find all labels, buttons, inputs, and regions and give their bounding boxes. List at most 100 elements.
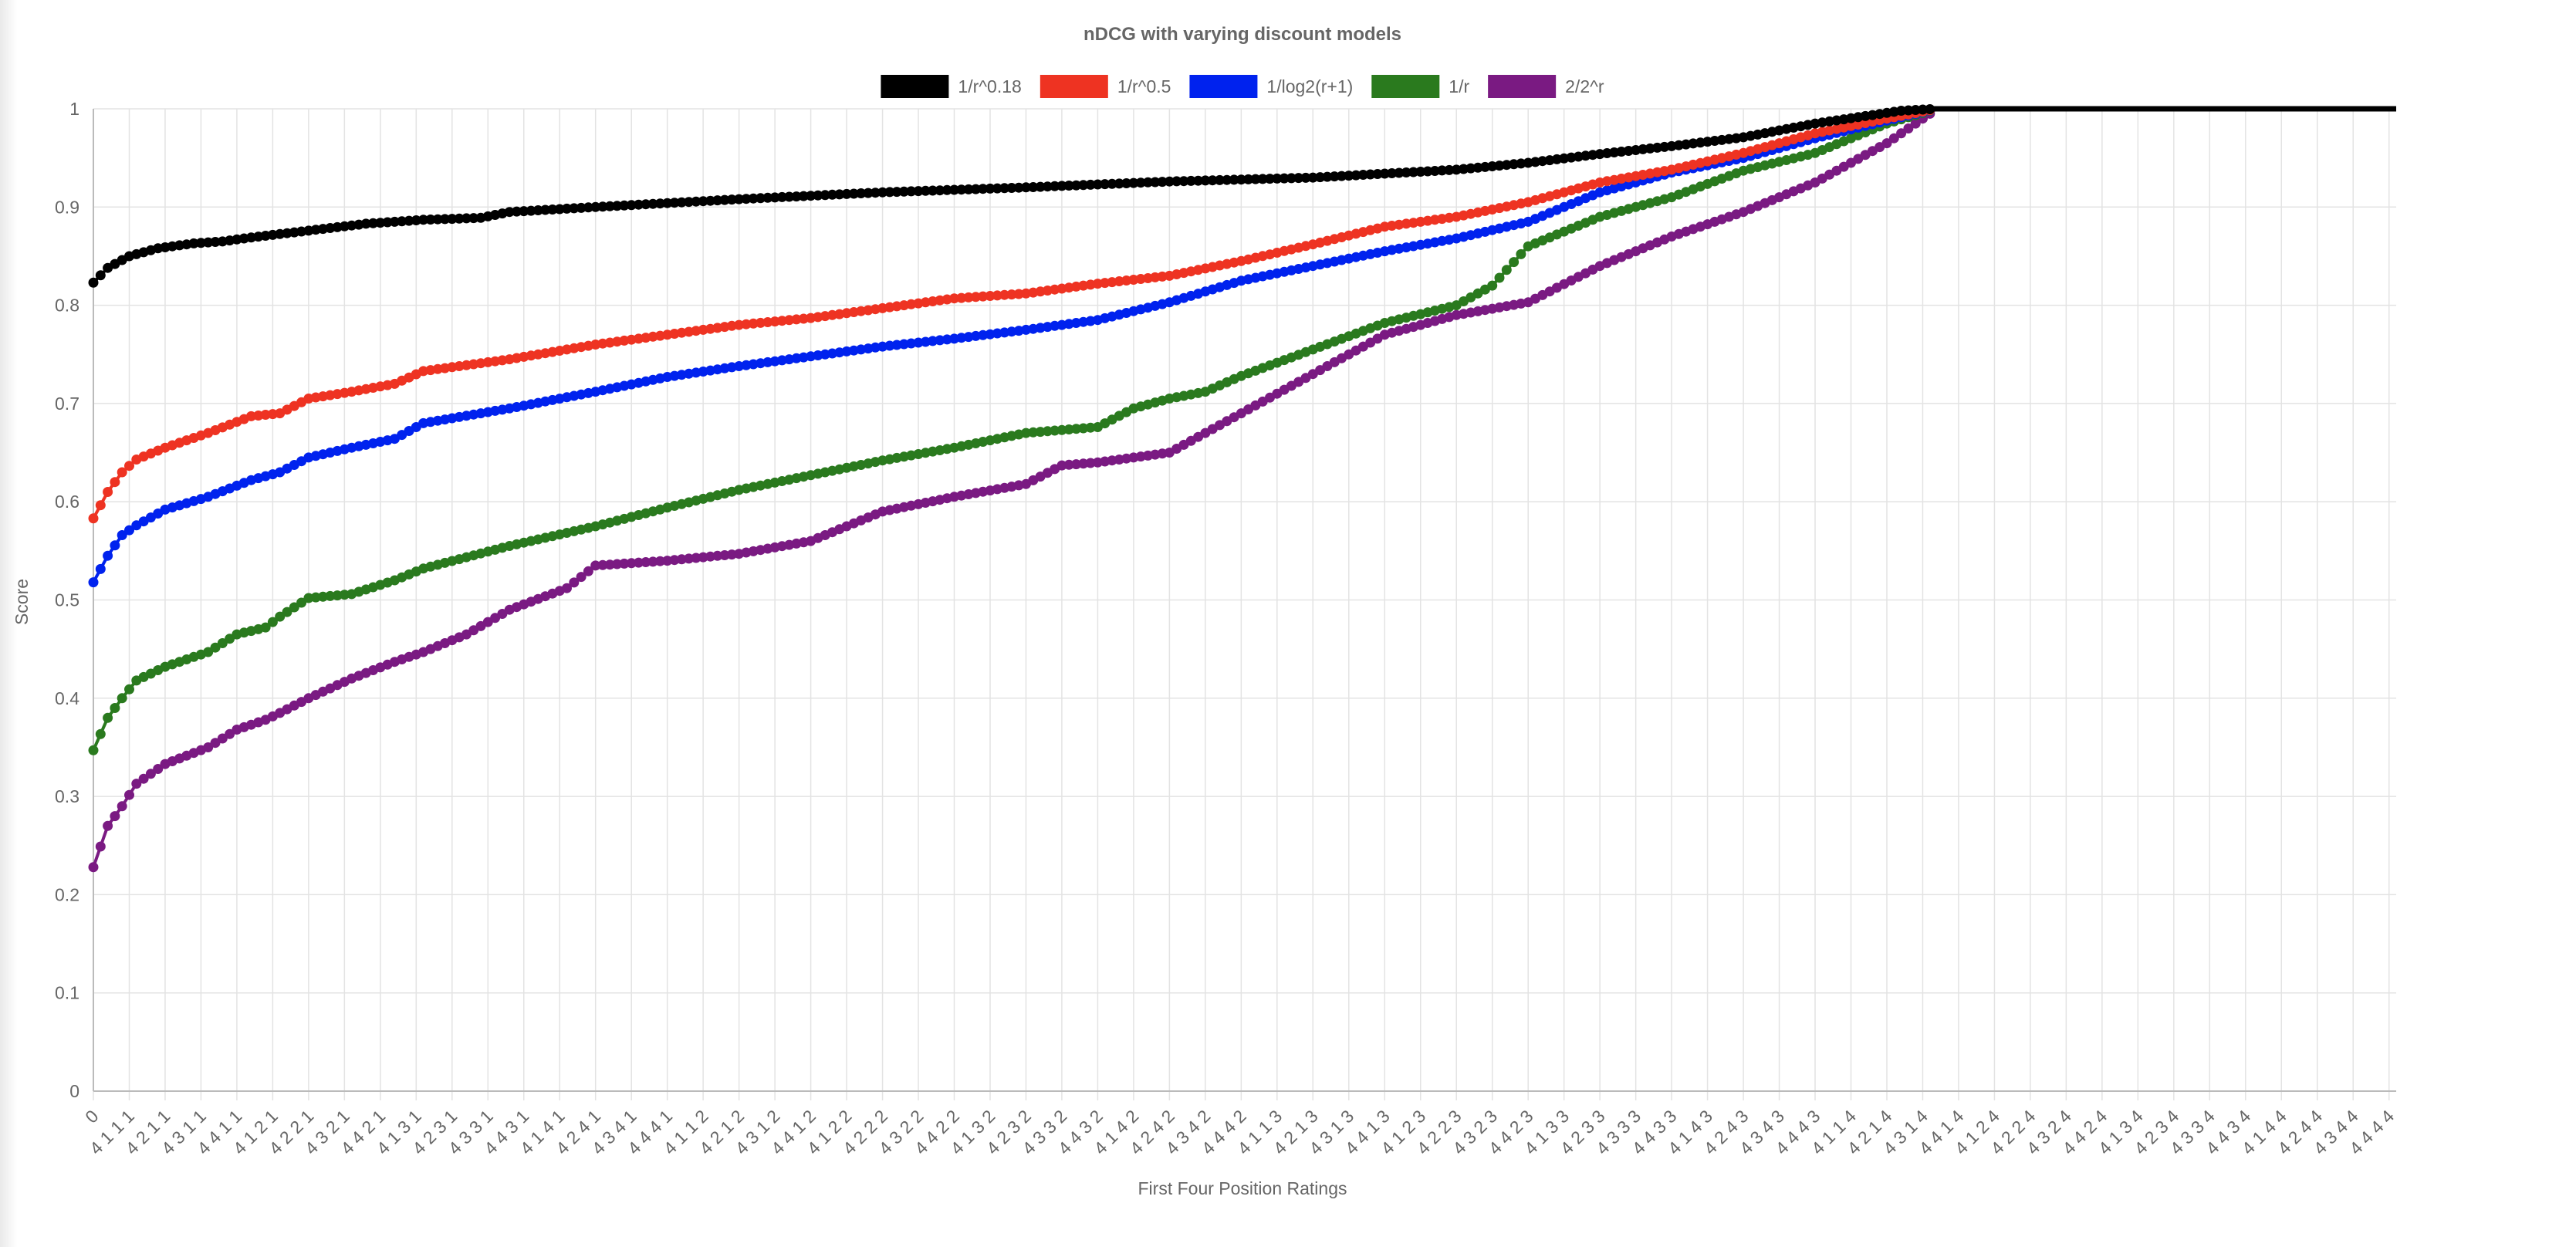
chart-title: nDCG with varying discount models <box>1083 24 1401 45</box>
series-2-2-r <box>88 108 1935 873</box>
data-point <box>217 733 228 744</box>
data-point <box>1379 168 1390 179</box>
data-point <box>963 184 974 194</box>
data-point <box>95 270 106 281</box>
data-point <box>734 194 745 204</box>
data-point <box>468 213 479 224</box>
data-point <box>124 684 134 694</box>
x-axis: 04 1 1 14 2 1 14 3 1 14 4 1 14 1 2 14 2 … <box>81 1090 2398 1158</box>
data-point <box>791 191 802 202</box>
data-point <box>95 500 106 511</box>
data-point <box>1171 176 1182 187</box>
data-point <box>985 291 996 301</box>
data-point <box>1021 182 1031 193</box>
data-point <box>654 556 665 566</box>
data-point <box>1143 177 1153 188</box>
data-point <box>1250 174 1261 184</box>
data-point <box>454 213 465 224</box>
legend-label: 1/r^0.5 <box>1117 76 1171 96</box>
data-point <box>1063 459 1074 470</box>
data-point <box>1487 280 1498 291</box>
data-point <box>432 214 443 225</box>
data-point <box>1006 183 1017 193</box>
data-point <box>282 607 292 617</box>
y-tick-label: 0.9 <box>55 197 79 217</box>
legend-swatch <box>1371 75 1440 98</box>
data-point <box>1516 248 1526 259</box>
data-point <box>368 218 378 228</box>
data-point <box>647 198 658 209</box>
data-point <box>210 642 221 653</box>
data-point <box>1063 424 1074 434</box>
data-point <box>1387 168 1398 178</box>
data-point <box>512 206 522 217</box>
data-point <box>712 550 723 561</box>
data-point <box>95 841 106 852</box>
data-point <box>676 197 687 208</box>
data-point <box>110 477 120 488</box>
legend-swatch <box>1488 75 1557 98</box>
data-point <box>806 191 816 201</box>
data-point <box>195 238 206 248</box>
legend-item-1-r: 1/r <box>1371 75 1469 98</box>
data-point <box>992 290 1002 301</box>
data-point <box>762 192 773 203</box>
data-point <box>1028 427 1039 438</box>
data-point <box>1903 105 1914 116</box>
data-point <box>504 207 515 218</box>
data-point <box>1193 175 1204 186</box>
data-point <box>339 590 350 600</box>
data-point <box>1150 177 1161 188</box>
data-point <box>267 617 278 627</box>
data-point <box>1085 422 1096 433</box>
data-point <box>1910 105 1921 115</box>
data-point <box>117 467 127 478</box>
data-point <box>110 703 120 713</box>
data-point <box>124 461 134 471</box>
data-point <box>641 557 651 567</box>
data-point <box>1078 458 1089 469</box>
data-point <box>1444 164 1455 175</box>
data-point <box>756 193 766 204</box>
data-point <box>1100 179 1111 190</box>
legend-swatch <box>1040 75 1108 98</box>
series-line <box>92 109 1931 583</box>
data-point <box>1107 178 1117 189</box>
y-tick-label: 0.3 <box>55 786 79 806</box>
data-point <box>604 559 615 570</box>
data-point <box>748 193 759 204</box>
data-point <box>1357 170 1368 180</box>
data-point <box>1071 180 1081 191</box>
data-point <box>88 513 99 524</box>
data-point <box>562 583 572 593</box>
data-point <box>1365 169 1376 180</box>
data-point <box>691 196 701 207</box>
data-point <box>88 577 99 588</box>
data-point <box>1128 177 1139 188</box>
data-point <box>1050 181 1060 191</box>
data-point <box>684 197 695 208</box>
data-point <box>461 213 472 224</box>
data-point <box>1322 171 1333 182</box>
data-point <box>103 487 113 497</box>
data-point <box>110 540 120 551</box>
data-point <box>1501 265 1512 275</box>
data-point <box>992 183 1002 194</box>
data-point <box>941 184 952 195</box>
data-point <box>612 559 623 569</box>
legend-swatch <box>1189 75 1258 98</box>
data-point <box>1329 171 1340 182</box>
data-point <box>519 206 529 217</box>
data-point <box>970 292 981 302</box>
data-point <box>1078 180 1089 191</box>
data-point <box>1307 172 1318 183</box>
data-point <box>590 201 601 212</box>
page-shadow <box>0 0 17 1247</box>
data-point <box>870 188 881 198</box>
data-point <box>1896 128 1907 139</box>
data-point <box>956 184 967 195</box>
data-point <box>210 237 221 247</box>
legend-item-1-r-0-18: 1/r^0.18 <box>881 75 1022 98</box>
data-point <box>103 550 113 561</box>
legend-label: 1/r <box>1449 76 1469 96</box>
